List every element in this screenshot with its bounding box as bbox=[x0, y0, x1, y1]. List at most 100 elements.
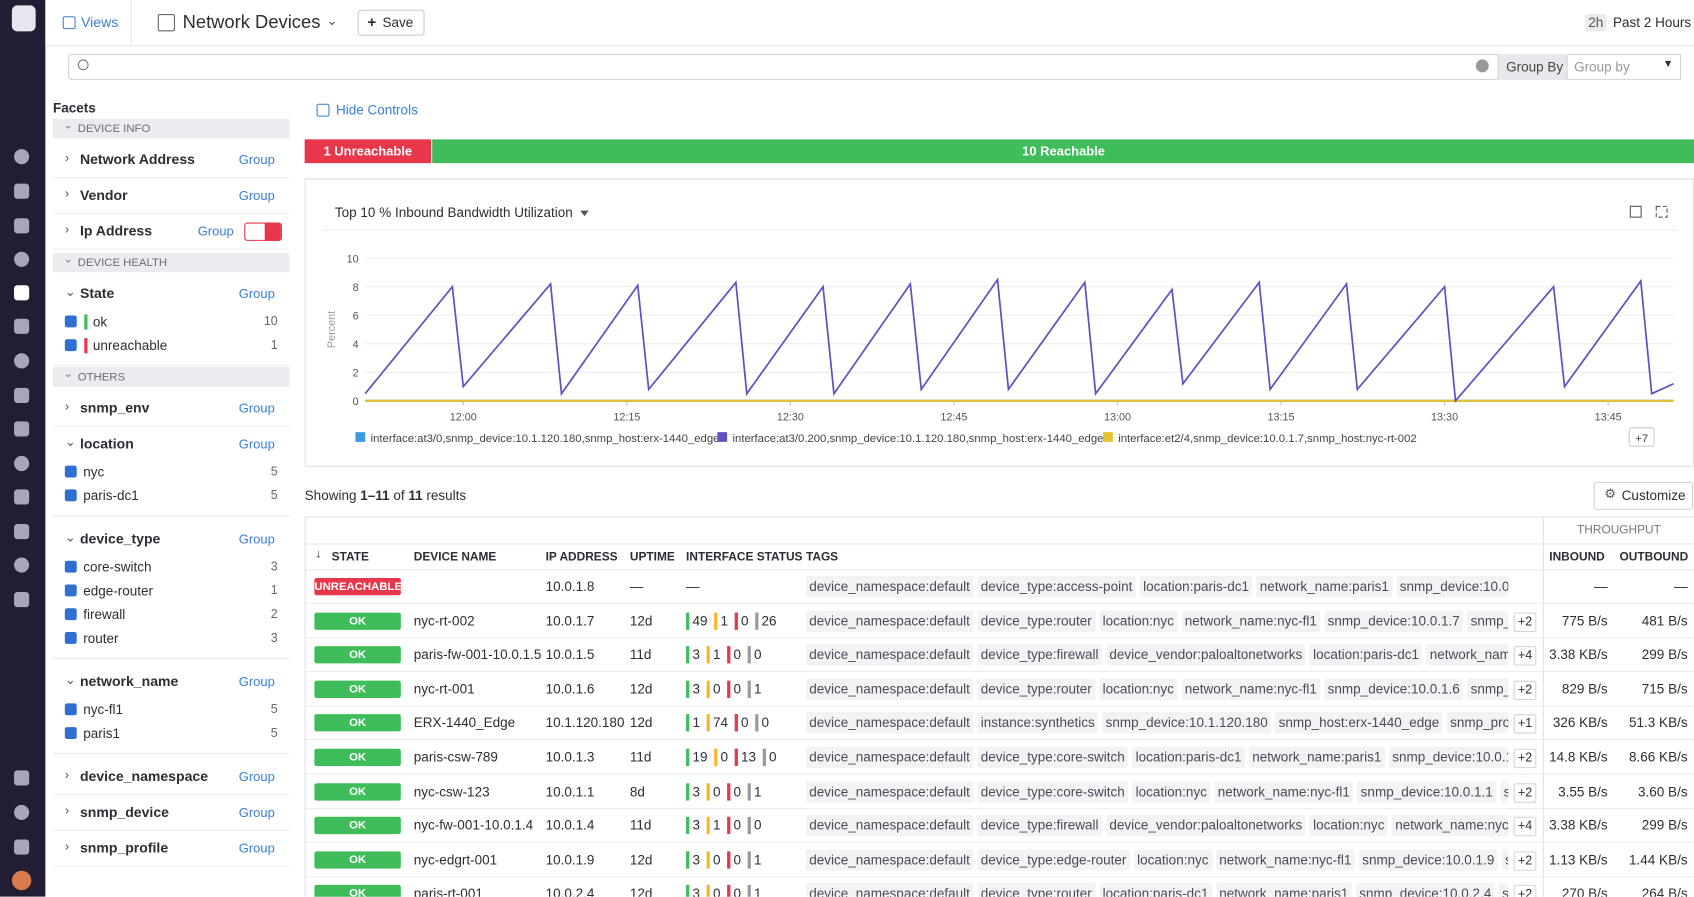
facet-group-link[interactable]: Group bbox=[239, 400, 275, 417]
device-name[interactable]: nyc-rt-002 bbox=[414, 612, 475, 629]
facet-group-link[interactable]: Group bbox=[239, 804, 275, 821]
nav-icon[interactable] bbox=[14, 839, 29, 854]
nav-icon[interactable] bbox=[14, 489, 29, 504]
tag[interactable]: snmp_device:10.0.1.8 bbox=[1396, 576, 1508, 598]
facet-checkbox[interactable] bbox=[65, 489, 77, 501]
tag[interactable]: location:nyc bbox=[1099, 610, 1177, 632]
tag[interactable]: network_name:paris1 bbox=[1257, 576, 1393, 598]
views-link[interactable]: Views bbox=[81, 14, 118, 31]
facet-checkbox[interactable] bbox=[65, 561, 77, 573]
device-name[interactable]: paris-csw-789 bbox=[414, 749, 498, 766]
device-name[interactable]: nyc-fw-001-10.0.1.4 bbox=[414, 817, 533, 834]
tag[interactable]: network_name:nyc-fl1 bbox=[1182, 678, 1321, 700]
facet-group-link[interactable]: Group bbox=[239, 530, 275, 547]
facet-chevron[interactable]: ⌄ bbox=[65, 434, 76, 449]
nav-icon[interactable] bbox=[14, 218, 29, 233]
facet-group-link[interactable]: Group bbox=[239, 187, 275, 204]
nav-icon[interactable] bbox=[14, 524, 29, 539]
facet-group-link[interactable]: Group bbox=[239, 673, 275, 690]
tag[interactable]: device_type:firewall bbox=[977, 644, 1101, 666]
tag[interactable]: device_namespace:default bbox=[806, 678, 973, 700]
tag[interactable]: sn... bbox=[1502, 849, 1508, 871]
tag[interactable]: location:paris-dc1 bbox=[1132, 747, 1244, 769]
tag[interactable]: snmp_device:10.0.2.4 bbox=[1356, 883, 1495, 897]
status-segment[interactable]: 1 Unreachable bbox=[305, 139, 431, 163]
more-tags[interactable]: +2 bbox=[1514, 680, 1537, 699]
facet-group-link[interactable]: Group bbox=[239, 768, 275, 785]
facet-group-link[interactable]: Group bbox=[239, 839, 275, 856]
facet-chevron[interactable]: ⌄ bbox=[65, 672, 76, 687]
tag[interactable]: device_type:access-point bbox=[977, 576, 1135, 598]
tag[interactable]: snmp_device:10.0.1.7 bbox=[1324, 610, 1463, 632]
facet-checkbox[interactable] bbox=[65, 339, 77, 351]
facet-chevron[interactable]: › bbox=[65, 803, 69, 818]
tag[interactable]: location:paris-dc1 bbox=[1310, 644, 1422, 666]
facet-checkbox[interactable] bbox=[65, 466, 77, 478]
tag[interactable]: device_type:router bbox=[977, 610, 1095, 632]
facet-checkbox[interactable] bbox=[65, 608, 77, 620]
tag[interactable]: sn... bbox=[1499, 883, 1508, 897]
nav-icon[interactable] bbox=[14, 184, 29, 199]
title-chevron[interactable]: ⌄ bbox=[326, 12, 338, 29]
tag[interactable]: device_namespace:default bbox=[806, 815, 973, 837]
more-tags[interactable]: +4 bbox=[1514, 817, 1537, 836]
nav-icon[interactable] bbox=[14, 421, 29, 436]
tag[interactable]: snmp_h... bbox=[1467, 610, 1508, 632]
facet-chevron[interactable]: › bbox=[65, 838, 69, 853]
nav-icon[interactable] bbox=[14, 456, 29, 471]
tag[interactable]: network_name:nyc-fl1 bbox=[1215, 781, 1354, 803]
tag[interactable]: snmp_device:10.0.1.1 bbox=[1357, 781, 1496, 803]
facet-section-header[interactable]: ⌄DEVICE INFO bbox=[53, 119, 290, 138]
tag[interactable]: location:paris-dc1 bbox=[1099, 883, 1211, 897]
facet-chevron[interactable]: › bbox=[65, 767, 69, 782]
tag[interactable]: device_namespace:default bbox=[806, 883, 973, 897]
facet-chevron[interactable]: › bbox=[65, 221, 69, 236]
nav-icon[interactable] bbox=[14, 285, 29, 300]
tag[interactable]: snmp_profile... bbox=[1447, 712, 1508, 734]
device-name[interactable]: paris-fw-001-10.0.1.5 bbox=[414, 646, 542, 663]
more-tags[interactable]: +1 bbox=[1514, 715, 1537, 734]
tag[interactable]: device_type:core-switch bbox=[977, 781, 1128, 803]
tag[interactable]: location:nyc bbox=[1132, 781, 1210, 803]
tag[interactable]: network_name:paris1 bbox=[1216, 883, 1352, 897]
tag[interactable]: snmp_device:10.1.120.180 bbox=[1102, 712, 1271, 734]
tag[interactable]: network_name:nyc-fl1 bbox=[1216, 849, 1355, 871]
tag[interactable]: device_type:router bbox=[977, 678, 1095, 700]
tag[interactable]: sn... bbox=[1500, 781, 1508, 803]
save-button[interactable]: +Save bbox=[358, 10, 425, 36]
tag[interactable]: device_namespace:default bbox=[806, 644, 973, 666]
nav-icon[interactable] bbox=[14, 252, 29, 267]
hide-controls[interactable]: Hide Controls bbox=[336, 102, 418, 119]
more-tags[interactable]: +4 bbox=[1514, 646, 1537, 665]
facet-group-link[interactable]: Group bbox=[239, 435, 275, 452]
nav-icon[interactable] bbox=[14, 353, 29, 368]
device-name[interactable]: ERX-1440_Edge bbox=[414, 715, 515, 732]
tag[interactable]: network_name:nyc-... bbox=[1392, 815, 1508, 837]
search-input[interactable] bbox=[68, 54, 1498, 80]
filter-remove[interactable] bbox=[265, 223, 281, 241]
tag[interactable]: location:paris-dc1 bbox=[1140, 576, 1252, 598]
avatar[interactable] bbox=[12, 871, 31, 890]
facet-chevron[interactable]: › bbox=[65, 399, 69, 414]
nav-icon[interactable] bbox=[14, 557, 29, 572]
facet-section-header[interactable]: ⌄DEVICE HEALTH bbox=[53, 253, 290, 272]
tag[interactable]: snmp_device:10.0.1.3 bbox=[1389, 747, 1508, 769]
facet-section-header[interactable]: ⌄OTHERS bbox=[53, 367, 290, 386]
facet-checkbox[interactable] bbox=[65, 315, 77, 327]
status-segment[interactable]: 10 Reachable bbox=[432, 139, 1694, 163]
tag[interactable]: device_type:firewall bbox=[977, 815, 1101, 837]
tag[interactable]: device_type:edge-router bbox=[977, 849, 1129, 871]
tag[interactable]: instance:synthetics bbox=[977, 712, 1098, 734]
facet-chevron[interactable]: ⌄ bbox=[65, 529, 76, 544]
tag[interactable]: device_namespace:default bbox=[806, 712, 973, 734]
tag[interactable]: snmp_host:erx-1440_edge bbox=[1275, 712, 1442, 734]
facet-chevron[interactable]: ⌄ bbox=[65, 284, 76, 299]
group-by-select[interactable]: Group by▼ bbox=[1567, 54, 1682, 80]
device-name[interactable]: paris-rt-001 bbox=[414, 885, 483, 896]
nav-icon[interactable] bbox=[14, 149, 29, 164]
more-tags[interactable]: +2 bbox=[1514, 885, 1537, 896]
nav-icon[interactable] bbox=[14, 319, 29, 334]
tag[interactable]: snmp_h... bbox=[1467, 678, 1508, 700]
device-name[interactable]: nyc-edgrt-001 bbox=[414, 851, 497, 868]
more-tags[interactable]: +2 bbox=[1514, 612, 1537, 631]
